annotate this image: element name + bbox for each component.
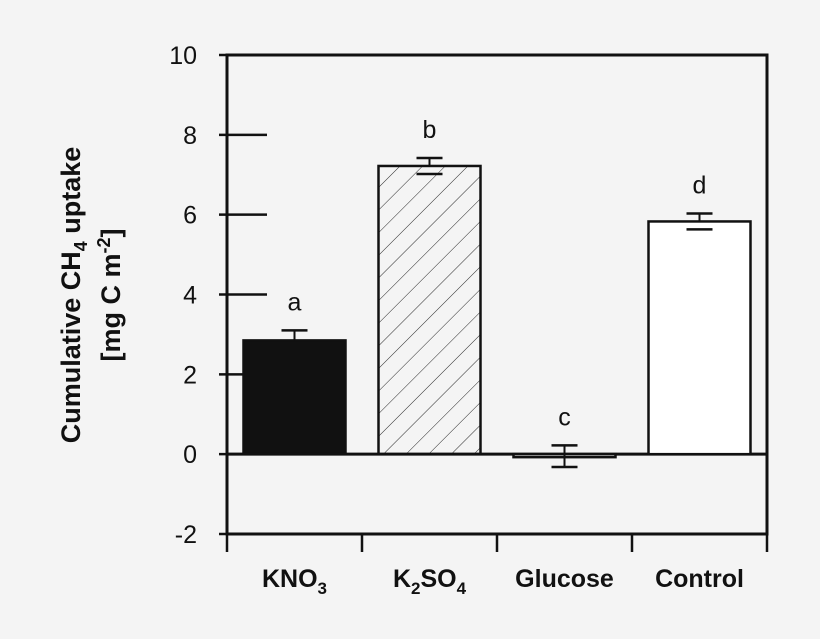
y-label-line1-tail: uptake	[56, 147, 86, 242]
x-tick-label: Control	[655, 565, 744, 593]
y-tick-label: 10	[169, 42, 197, 70]
y-tick-label: -2	[175, 521, 197, 549]
bar-control	[647, 220, 752, 456]
x-tick-label: KNO3	[262, 565, 327, 598]
svg-text:[mg C m-2]: [mg C m-2]	[94, 228, 126, 361]
y-label-line2: [mg C m	[96, 254, 126, 362]
significance-letter: c	[558, 403, 571, 431]
y-label-line1: Cumulative CH	[56, 251, 86, 443]
y-label-line2-sup: -2	[94, 237, 114, 253]
x-tick-label: Glucose	[515, 565, 614, 593]
y-label-line1-sub: 4	[71, 241, 91, 251]
svg-text:Cumulative CH4 uptake: Cumulative CH4 uptake	[56, 147, 91, 444]
bar-k2so4	[377, 164, 482, 456]
y-tick-label: 0	[183, 441, 197, 469]
y-tick-label: 2	[183, 361, 197, 389]
y-tick-label: 6	[183, 202, 197, 230]
x-tick-label: K2SO4	[393, 565, 467, 598]
y-tick-label: 4	[183, 282, 197, 310]
significance-letter: b	[423, 116, 437, 144]
bar-kno3	[242, 339, 347, 456]
y-axis-label: Cumulative CH4 uptake [mg C m-2]	[56, 147, 126, 444]
y-tick-label: 8	[183, 122, 197, 150]
significance-letter: a	[288, 288, 302, 316]
significance-letter: d	[693, 171, 707, 199]
y-label-line2-tail: ]	[96, 228, 126, 237]
